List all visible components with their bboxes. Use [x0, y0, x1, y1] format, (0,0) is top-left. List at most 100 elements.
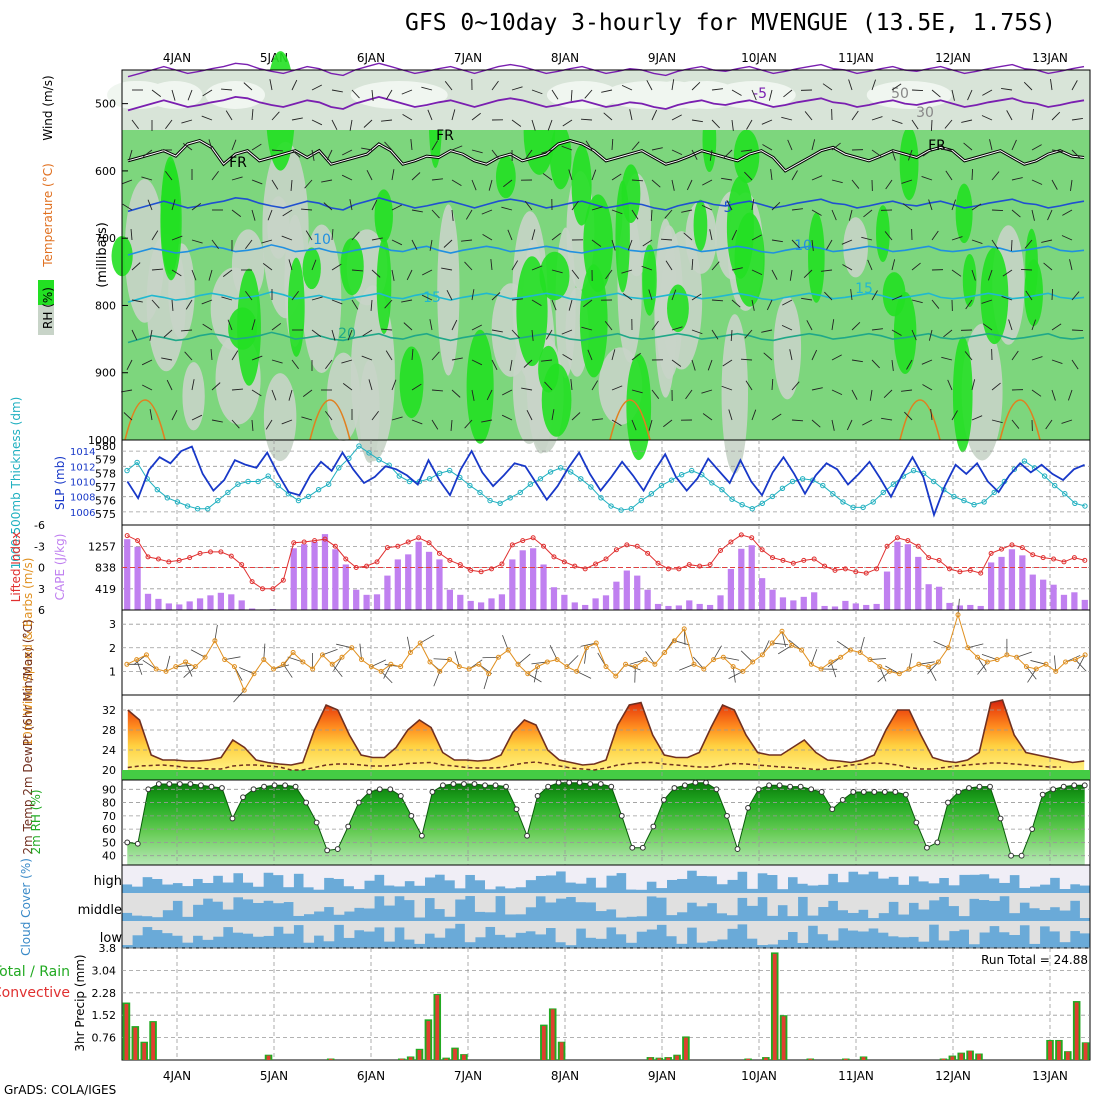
cloud-cell [918, 921, 930, 942]
cloud-cell [575, 893, 587, 903]
cape-bar [1071, 592, 1078, 610]
cloud-cell [1019, 893, 1030, 903]
cape-bar [967, 604, 974, 610]
wind-barb [1062, 209, 1073, 216]
moist-patch [237, 268, 261, 386]
wind-speed-point [994, 657, 1000, 663]
lifted-index-point [822, 563, 828, 569]
cloud-cell [434, 865, 446, 875]
wind-barb [629, 109, 633, 121]
dry-top-patch [205, 81, 266, 109]
wind-barb [211, 419, 223, 423]
cloud-cell [212, 893, 224, 902]
wind-barb [928, 199, 933, 211]
cloud-cell [545, 865, 557, 876]
cloud-cell [636, 865, 647, 890]
rh-point [1081, 782, 1088, 789]
rh-point [492, 782, 499, 789]
wind-barb [722, 359, 733, 367]
temp-area [127, 700, 1085, 770]
wind-barb [744, 171, 753, 181]
wind-barb [791, 239, 800, 249]
wind-speed-point [544, 659, 550, 665]
wind-barb [210, 349, 213, 361]
lifted-index-point [1009, 542, 1015, 548]
wind-barb [251, 109, 254, 121]
cloud-cell [364, 921, 375, 932]
date-label-top: 10JAN [741, 51, 777, 65]
wind-speed-point [965, 645, 971, 651]
cloud-cell [666, 921, 678, 937]
wind-barb [411, 383, 422, 391]
precip-tick-label: 3.8 [99, 942, 117, 955]
date-label-bottom: 10JAN [741, 1069, 777, 1083]
wind-speed-point [124, 661, 130, 667]
cape-bar [134, 546, 141, 610]
cape-bar [582, 604, 589, 610]
moist-patch [571, 144, 592, 226]
wind-barb [783, 89, 793, 98]
wind-barb [151, 230, 159, 241]
cloud-cell [777, 865, 788, 890]
wind-speed-point [505, 647, 511, 653]
cloud-cell [454, 921, 466, 924]
cloud-cell [202, 921, 214, 940]
cape-bar [1081, 599, 1088, 610]
wind-barb [342, 383, 353, 391]
cape-bar [592, 598, 599, 610]
cloud-cell [283, 921, 294, 934]
rh-point [166, 781, 173, 787]
wind-barb [871, 290, 878, 301]
date-label-top: 11JAN [838, 51, 874, 65]
rh-point [271, 782, 278, 789]
cape-bar [613, 581, 620, 610]
cloud-cell [858, 893, 869, 910]
thickness-point [779, 485, 786, 492]
wind-barb-10m [977, 657, 987, 671]
rh-point [682, 782, 688, 789]
wind-barb [271, 111, 280, 121]
wind-speed-point [808, 661, 814, 667]
rh-point [219, 785, 225, 791]
wind-speed-point [838, 654, 844, 660]
rh-legend-swatch-dry [38, 305, 54, 335]
precip-conv-bar [408, 1057, 413, 1060]
rh-point [692, 779, 699, 786]
cape-bar [935, 586, 943, 610]
wind-barb-10m [885, 665, 900, 675]
lifted-index-point [1082, 557, 1088, 563]
wind-barb [671, 114, 682, 121]
wind-barb [291, 290, 299, 301]
lifted-index-point [291, 540, 297, 546]
rh-point [1029, 826, 1036, 833]
thickness-point [426, 476, 433, 482]
wind-barb [751, 299, 755, 311]
cloud-cell [636, 921, 647, 932]
wind-speed-point [935, 659, 941, 665]
wind-speed-point [300, 659, 306, 665]
rh-point [450, 781, 457, 787]
wind-barb [831, 389, 843, 396]
thickness-point [588, 484, 594, 490]
lifted-index-point [624, 542, 630, 548]
cape-bar [311, 541, 318, 610]
rh-point [934, 839, 941, 846]
wind-barb [811, 387, 823, 391]
wind-barb [811, 349, 818, 361]
wind-barb [521, 387, 533, 391]
date-label-top: 13JAN [1032, 51, 1068, 65]
cloud-cell [737, 921, 748, 925]
wind-barb [771, 413, 782, 421]
rh-point [924, 844, 930, 851]
wind-barb [362, 329, 373, 337]
wind-barb-10m [576, 671, 592, 679]
rh-point [240, 794, 246, 801]
lifted-index-point [697, 563, 703, 569]
thickness-point [820, 482, 826, 489]
cloud-cell [837, 921, 849, 929]
wind-barb [402, 113, 413, 121]
thickness-point [336, 465, 342, 471]
lifted-index-point [478, 569, 484, 575]
contour-label: FR [928, 138, 946, 154]
cloud-cell [676, 865, 688, 879]
